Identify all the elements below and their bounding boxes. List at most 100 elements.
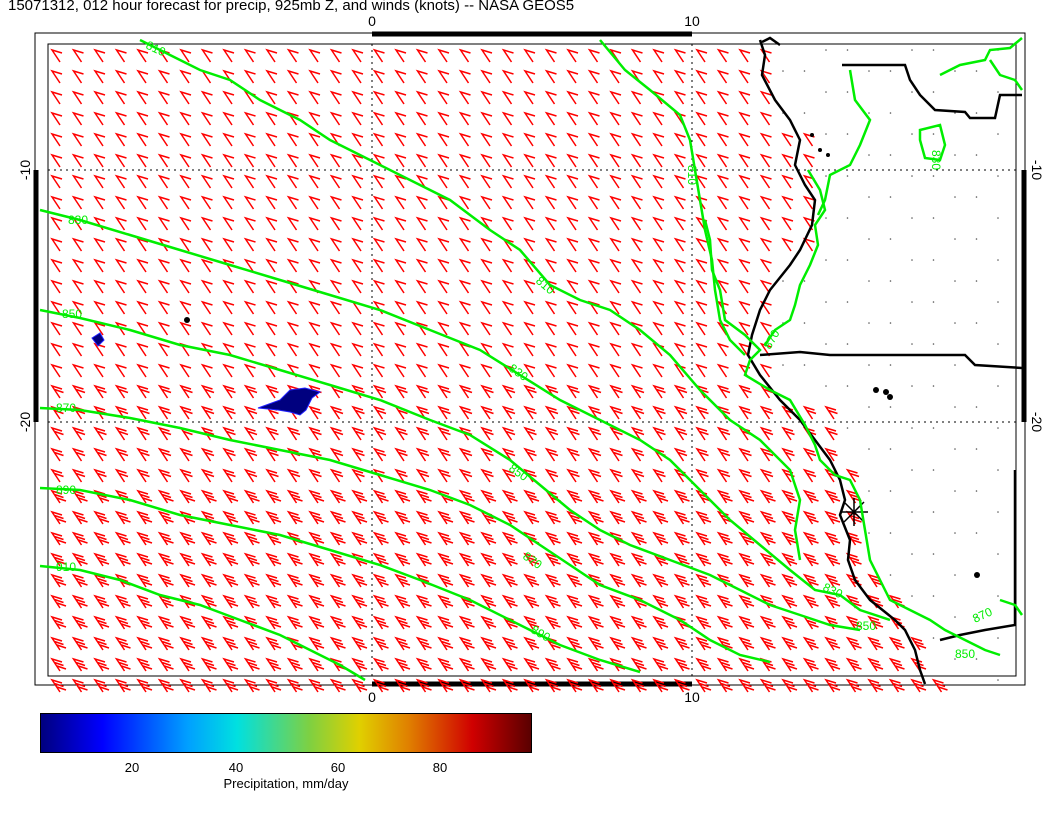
wind-barb	[458, 468, 473, 483]
wind-barb	[222, 573, 239, 588]
wind-barb	[716, 258, 729, 273]
wind-barb	[480, 657, 497, 672]
wind-barb	[394, 468, 408, 483]
wind-barb	[480, 384, 494, 399]
wind-barb	[523, 111, 536, 126]
wind-barb	[587, 342, 600, 357]
wind-barb	[50, 615, 67, 630]
land-dot	[997, 91, 999, 93]
wind-barb	[394, 279, 407, 294]
wind-barb	[609, 90, 622, 105]
wind-barb	[114, 426, 129, 441]
wind-barb	[695, 342, 708, 357]
wind-barb	[308, 132, 321, 147]
land-dot	[911, 91, 913, 93]
wind-barb	[652, 615, 669, 630]
wind-barb	[716, 111, 729, 126]
wind-barb	[716, 48, 729, 63]
wind-barb	[222, 636, 239, 651]
wind-barb	[480, 468, 494, 483]
wind-barb	[738, 342, 751, 357]
wind-barb	[802, 636, 819, 651]
contour-label: 890	[529, 622, 554, 644]
wind-barb	[415, 237, 428, 252]
wind-barb	[71, 384, 86, 399]
wind-barb	[308, 468, 322, 483]
wind-barb	[157, 636, 174, 651]
wind-barb	[587, 363, 600, 378]
wind-barb	[394, 48, 407, 63]
wind-barb	[179, 615, 196, 630]
left-tick-neg10: -10	[17, 160, 33, 180]
wind-barb	[609, 153, 622, 168]
land-dot	[975, 448, 978, 450]
wind-barb	[759, 636, 776, 651]
wind-barb	[200, 657, 217, 672]
wind-barb	[609, 405, 623, 420]
wind-barb	[329, 405, 344, 420]
wind-barb	[50, 384, 64, 399]
wind-barb	[652, 174, 665, 189]
wind-barb	[566, 300, 579, 315]
wind-barb	[824, 657, 841, 672]
wind-barb	[415, 111, 428, 126]
wind-barb	[501, 174, 514, 189]
wind-barb	[501, 657, 518, 672]
colorbar-label: Precipitation, mm/day	[223, 776, 349, 791]
land-dot	[911, 469, 913, 471]
wind-barb	[759, 321, 772, 336]
contour-label: 870	[970, 604, 994, 625]
land-dot	[954, 574, 956, 576]
wind-barb	[243, 405, 258, 420]
wind-barb	[372, 279, 385, 294]
wind-barb	[781, 531, 798, 546]
wind-barb	[566, 237, 579, 252]
wind-barb	[566, 216, 579, 231]
wind-barb	[867, 657, 884, 672]
wind-barb	[544, 363, 557, 378]
wind-barb	[50, 573, 67, 588]
wind-barb	[587, 384, 602, 399]
wind-barb	[351, 594, 368, 609]
wind-barb	[179, 216, 192, 231]
wind-barb	[415, 174, 428, 189]
wind-barb	[200, 48, 213, 63]
wind-barb	[394, 531, 411, 546]
wind-barb	[93, 678, 110, 693]
wind-barb	[415, 657, 432, 672]
wind-barb	[716, 216, 729, 231]
wind-barb	[372, 657, 389, 672]
wind-barb	[716, 342, 729, 357]
wind-barb	[544, 48, 557, 63]
wind-barb	[523, 489, 540, 504]
wind-barb	[630, 258, 643, 273]
land-dot	[889, 280, 892, 282]
wind-barb	[372, 594, 389, 609]
wind-barb	[609, 636, 626, 651]
contour-label: 910	[56, 560, 76, 574]
wind-barb	[222, 615, 239, 630]
wind-barb	[673, 258, 686, 273]
land-dot	[868, 70, 870, 72]
wind-barb	[265, 174, 278, 189]
wind-barb	[157, 678, 174, 693]
wind-barb	[50, 426, 64, 441]
wind-barb	[394, 615, 411, 630]
wind-barb	[157, 468, 172, 483]
wind-barb	[695, 594, 712, 609]
wind-barb	[286, 216, 299, 231]
wind-barb	[652, 300, 665, 315]
wind-barb	[329, 216, 342, 231]
wind-barb	[308, 90, 321, 105]
wind-barb	[587, 174, 600, 189]
wind-barb	[781, 237, 794, 252]
wind-barb	[351, 426, 365, 441]
contour-label: 850	[506, 461, 531, 484]
wind-barb	[179, 552, 196, 567]
wind-barb	[759, 489, 776, 504]
land-dot	[932, 217, 935, 219]
wind-barb	[652, 363, 665, 378]
wind-barb	[351, 111, 364, 126]
wind-barb	[394, 657, 411, 672]
wind-barb	[759, 426, 774, 441]
